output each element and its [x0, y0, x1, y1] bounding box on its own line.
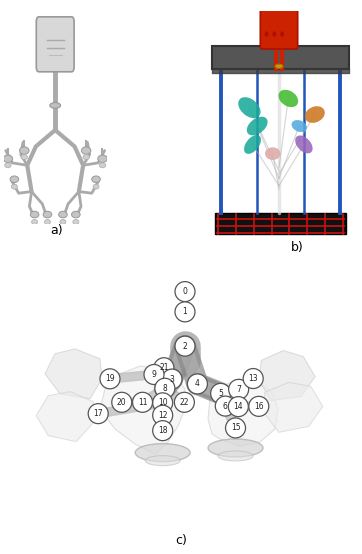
Ellipse shape: [73, 219, 79, 224]
Ellipse shape: [50, 102, 60, 108]
Ellipse shape: [291, 120, 307, 132]
Polygon shape: [264, 382, 323, 432]
Circle shape: [153, 406, 173, 425]
Text: 12: 12: [158, 411, 168, 420]
Text: 14: 14: [233, 402, 243, 411]
Ellipse shape: [30, 211, 39, 218]
Text: 8: 8: [163, 384, 167, 393]
Ellipse shape: [72, 211, 80, 218]
Polygon shape: [259, 351, 315, 401]
FancyBboxPatch shape: [36, 17, 74, 72]
Text: 22: 22: [180, 398, 189, 407]
Text: b): b): [290, 241, 303, 254]
Text: 20: 20: [117, 398, 127, 407]
Circle shape: [162, 369, 182, 389]
Ellipse shape: [83, 155, 89, 160]
Text: 0: 0: [182, 287, 188, 296]
Circle shape: [144, 365, 164, 384]
Circle shape: [175, 336, 195, 356]
Text: 11: 11: [138, 398, 147, 407]
Ellipse shape: [247, 117, 268, 135]
Circle shape: [215, 396, 235, 416]
Circle shape: [174, 392, 194, 412]
Circle shape: [273, 32, 276, 37]
Text: 1: 1: [182, 307, 188, 316]
Polygon shape: [217, 214, 344, 234]
Ellipse shape: [92, 176, 100, 182]
Ellipse shape: [238, 97, 261, 118]
Ellipse shape: [93, 184, 99, 189]
Text: 2: 2: [182, 342, 188, 351]
Polygon shape: [208, 379, 278, 446]
FancyBboxPatch shape: [260, 1, 298, 49]
Polygon shape: [215, 213, 346, 234]
Circle shape: [155, 378, 175, 398]
Circle shape: [88, 404, 108, 424]
Text: 18: 18: [158, 426, 168, 435]
Circle shape: [112, 392, 132, 412]
Ellipse shape: [81, 147, 91, 154]
Ellipse shape: [275, 64, 283, 68]
Text: 5: 5: [218, 389, 223, 398]
Ellipse shape: [43, 211, 52, 218]
Circle shape: [153, 420, 173, 440]
Ellipse shape: [98, 155, 107, 162]
Ellipse shape: [31, 219, 38, 224]
Ellipse shape: [60, 219, 66, 224]
Circle shape: [280, 32, 284, 37]
Ellipse shape: [11, 184, 17, 189]
Ellipse shape: [244, 135, 261, 154]
Circle shape: [211, 383, 231, 403]
Text: 21: 21: [159, 363, 169, 372]
Circle shape: [228, 397, 248, 417]
Circle shape: [229, 379, 249, 399]
Text: 10: 10: [158, 398, 168, 407]
Text: 17: 17: [93, 409, 103, 418]
Text: c): c): [175, 535, 187, 547]
Ellipse shape: [135, 444, 190, 461]
FancyBboxPatch shape: [212, 45, 349, 69]
Polygon shape: [36, 392, 94, 442]
Circle shape: [154, 358, 174, 378]
Text: 7: 7: [236, 385, 241, 394]
Ellipse shape: [21, 155, 28, 160]
Ellipse shape: [265, 147, 281, 160]
Ellipse shape: [45, 219, 50, 224]
Text: 3: 3: [169, 375, 174, 383]
Text: 15: 15: [231, 423, 240, 433]
Text: 19: 19: [105, 375, 115, 383]
Ellipse shape: [3, 155, 13, 162]
Ellipse shape: [99, 163, 106, 168]
Ellipse shape: [20, 147, 29, 154]
Ellipse shape: [208, 439, 263, 457]
Text: 13: 13: [248, 374, 258, 383]
Circle shape: [265, 32, 268, 37]
Text: 4: 4: [195, 379, 200, 388]
Circle shape: [175, 302, 195, 322]
Ellipse shape: [305, 106, 325, 123]
Circle shape: [132, 392, 152, 412]
Text: a): a): [50, 224, 62, 237]
Circle shape: [175, 281, 195, 301]
Ellipse shape: [59, 211, 67, 218]
Polygon shape: [100, 366, 185, 454]
Circle shape: [243, 368, 263, 388]
Ellipse shape: [295, 136, 313, 153]
Text: 6: 6: [223, 402, 228, 411]
Circle shape: [226, 418, 245, 438]
Ellipse shape: [5, 163, 11, 168]
Text: 16: 16: [254, 402, 264, 411]
Text: 9: 9: [152, 370, 156, 379]
Ellipse shape: [278, 90, 298, 107]
Polygon shape: [45, 349, 102, 399]
Ellipse shape: [218, 451, 253, 461]
Circle shape: [188, 374, 207, 394]
Circle shape: [153, 393, 173, 413]
Ellipse shape: [10, 176, 19, 182]
Ellipse shape: [145, 455, 180, 466]
Circle shape: [249, 396, 269, 417]
Circle shape: [100, 369, 120, 389]
